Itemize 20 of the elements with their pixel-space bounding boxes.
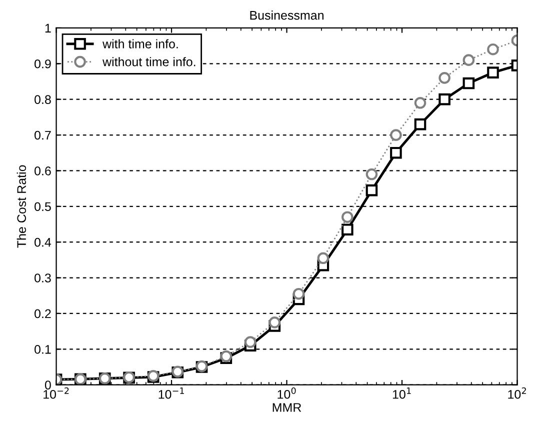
y-tick-label: 0.5 (34, 202, 51, 212)
y-axis-title: The Cost Ratio (16, 165, 26, 248)
x-tick-label: 10$^{0}$ (278, 387, 296, 399)
y-tick-label: 0.9 (34, 59, 51, 68)
chart-title: Businessman (250, 10, 324, 20)
y-tick-label: 0.1 (34, 344, 51, 354)
legend-label: without time info. (102, 57, 196, 66)
x-axis-title: MMR (272, 403, 302, 412)
x-tick-label: 10$^{1}$ (392, 388, 411, 399)
y-tick-label: 0.2 (34, 309, 51, 318)
y-tick-label: 0 (44, 380, 51, 390)
x-tick-label: 10$^{2}$ (508, 387, 526, 399)
y-tick-label: 0.8 (34, 95, 51, 104)
y-tick-label: 0.6 (34, 166, 51, 176)
y-tick-label: 0.4 (34, 238, 52, 247)
y-tick-label: 0.7 (34, 130, 51, 140)
y-tick-label: 1 (45, 24, 51, 32)
y-tick-label: 0.3 (34, 274, 51, 282)
x-tick-label: 10$^{−1}$ (158, 388, 184, 399)
legend-label: with time info. (102, 39, 178, 48)
